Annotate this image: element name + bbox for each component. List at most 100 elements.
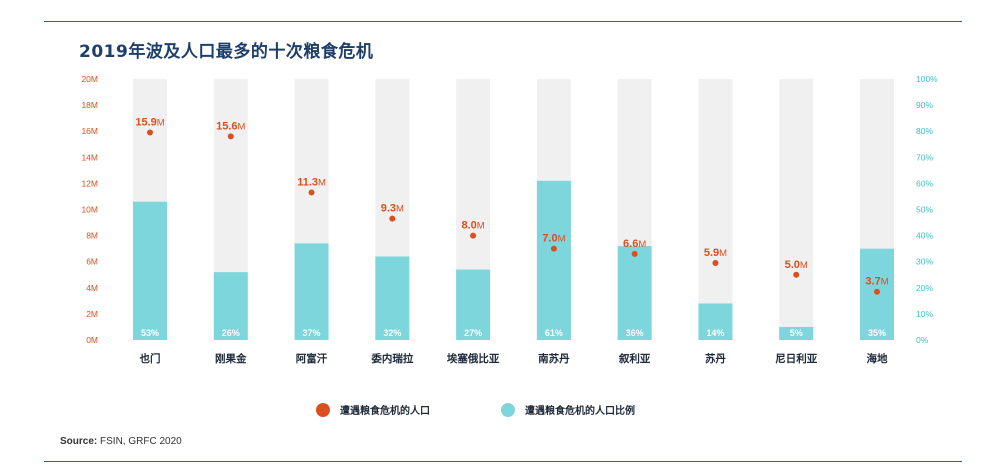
- population-label: 6.6M: [623, 238, 646, 250]
- population-dot: [874, 288, 880, 295]
- percent-label: 37%: [303, 328, 321, 338]
- population-label: 15.6M: [216, 120, 245, 132]
- left-tick-label: 8M: [86, 231, 98, 241]
- right-tick-label: 80%: [916, 126, 933, 136]
- source-label: Source:: [60, 436, 98, 447]
- population-unit: M: [881, 277, 889, 288]
- population-unit: M: [719, 248, 727, 259]
- source-text: FSIN, GRFC 2020: [100, 436, 182, 447]
- population-value: 15.6: [216, 120, 237, 132]
- percent-labels: 53% 26% 37% 32% 27% 61% 36% 14% 5% 35%: [141, 328, 886, 338]
- population-label: 8.0M: [462, 220, 485, 232]
- population-value: 6.6: [623, 238, 638, 250]
- population-label: 11.3M: [297, 177, 326, 189]
- left-y-axis: 0M 2M 4M 6M 8M 10M 12M 14M 16M 18M 20M: [81, 74, 98, 345]
- percent-bars: [133, 180, 894, 340]
- category-label: 叙利亚: [618, 352, 651, 365]
- percent-label: 27%: [464, 328, 482, 338]
- right-tick-label: 10%: [916, 309, 933, 319]
- left-tick-label: 0M: [86, 335, 98, 345]
- population-dot: [712, 260, 719, 267]
- right-tick-label: 100%: [916, 74, 938, 84]
- right-tick-label: 50%: [916, 205, 933, 215]
- percent-bar: [779, 326, 814, 340]
- bar-track: [779, 79, 814, 340]
- right-tick-label: 90%: [916, 100, 933, 110]
- percent-bar: [133, 201, 167, 340]
- left-tick-label: 12M: [81, 178, 98, 188]
- category-label: 阿富汗: [296, 352, 328, 365]
- population-dot: [389, 215, 396, 222]
- population-label: 5.0M: [785, 259, 808, 271]
- legend-dot-label: 遭遇粮食危机的人口: [340, 404, 430, 417]
- population-unit: M: [238, 121, 246, 132]
- percent-label: 35%: [868, 328, 886, 338]
- population-unit: M: [396, 204, 404, 215]
- bottom-rule: [44, 461, 962, 462]
- percent-label: 36%: [626, 328, 644, 338]
- percent-bar: [617, 246, 652, 340]
- population-unit: M: [800, 260, 808, 271]
- population-label: 5.9M: [704, 247, 727, 259]
- population-value: 11.3: [297, 177, 318, 189]
- right-tick-label: 20%: [916, 283, 933, 293]
- left-tick-label: 4M: [86, 283, 98, 293]
- percent-label: 5%: [790, 328, 803, 338]
- category-label: 尼日利亚: [775, 352, 817, 365]
- population-dot: [470, 232, 477, 239]
- percent-bar: [213, 272, 248, 340]
- category-label: 南苏丹: [538, 352, 570, 365]
- category-label: 海地: [867, 352, 888, 365]
- population-dot: [308, 189, 315, 196]
- population-dot: [227, 133, 234, 140]
- left-tick-label: 14M: [81, 152, 98, 162]
- percent-bar: [375, 256, 410, 340]
- percent-bar: [456, 269, 491, 340]
- percent-bar: [294, 243, 329, 340]
- population-label: 15.9M: [135, 117, 164, 129]
- population-value: 3.7: [865, 276, 880, 288]
- right-tick-label: 0%: [916, 335, 929, 345]
- percent-label: 14%: [706, 328, 724, 338]
- right-tick-label: 30%: [916, 257, 933, 267]
- legend-bar-label: 遭遇粮食危机的人口比例: [525, 404, 635, 417]
- population-label: 3.7M: [865, 276, 888, 288]
- source-note: Source: FSIN, GRFC 2020: [60, 436, 182, 447]
- population-dot: [793, 271, 800, 278]
- left-tick-label: 6M: [86, 257, 98, 267]
- percent-label: 53%: [141, 328, 159, 338]
- right-tick-label: 70%: [916, 152, 933, 162]
- population-unit: M: [477, 221, 485, 232]
- population-unit: M: [318, 178, 326, 189]
- category-label: 苏丹: [705, 352, 726, 365]
- top-rule: [44, 21, 962, 22]
- legend-dot-icon: [316, 403, 330, 417]
- percent-bar: [698, 303, 733, 340]
- population-value: 8.0: [462, 220, 477, 232]
- category-label: 埃塞俄比亚: [447, 352, 500, 365]
- population-value: 7.0: [542, 233, 557, 245]
- percent-label: 61%: [545, 328, 563, 338]
- percent-label: 32%: [383, 328, 401, 338]
- population-dot: [147, 129, 153, 136]
- chart-title: 2019年波及人口最多的十次粮食危机: [79, 42, 374, 62]
- left-tick-label: 2M: [86, 309, 98, 319]
- population-value: 5.0: [785, 259, 800, 271]
- percent-bar: [536, 180, 571, 340]
- population-dot: [550, 245, 557, 252]
- percent-label: 26%: [222, 328, 240, 338]
- population-unit: M: [157, 118, 165, 129]
- bar-track: [698, 79, 733, 340]
- population-unit: M: [638, 239, 646, 250]
- left-tick-label: 20M: [81, 74, 98, 84]
- population-label: 9.3M: [381, 203, 404, 215]
- population-value: 15.9: [135, 117, 156, 129]
- population-dots: [147, 129, 880, 295]
- legend-bar-icon: [501, 403, 515, 417]
- population-value: 9.3: [381, 203, 396, 215]
- left-tick-label: 10M: [81, 205, 98, 215]
- right-y-axis: 0% 10% 20% 30% 40% 50% 60% 70% 80% 90% 100%: [916, 74, 938, 345]
- population-unit: M: [558, 234, 566, 245]
